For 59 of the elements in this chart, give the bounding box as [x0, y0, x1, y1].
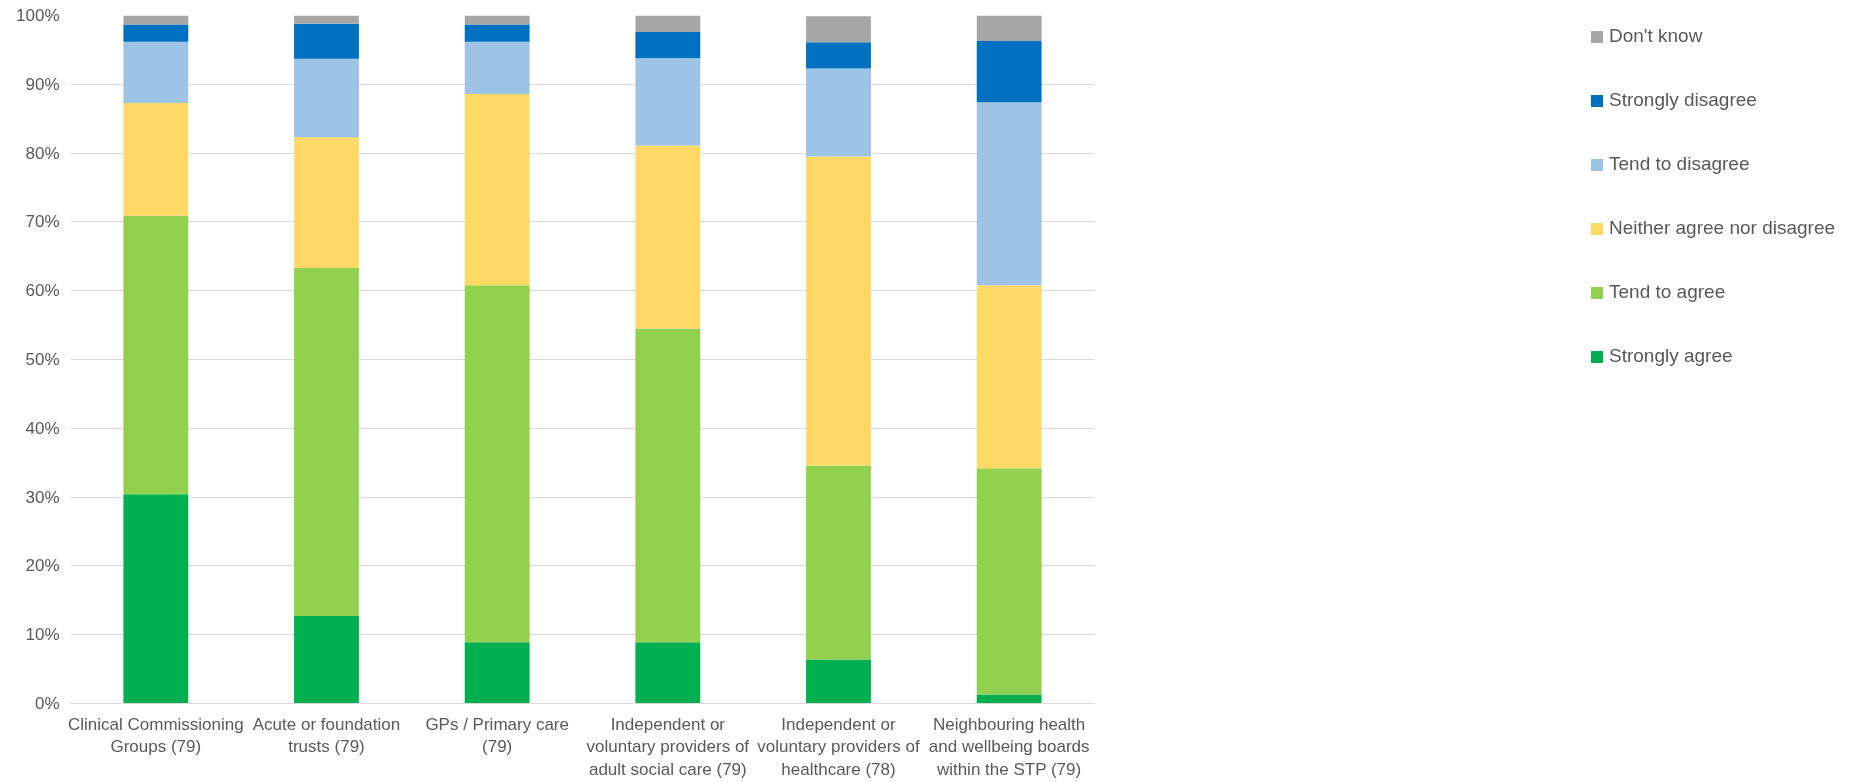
bar	[123, 215, 189, 495]
x-tick-label: Neighbouring health and wellbeing boards within the STP (79)	[928, 714, 1090, 780]
y-tick-label: 40%	[25, 418, 60, 438]
bar	[123, 102, 189, 216]
legend-label: Don't know	[1609, 25, 1704, 47]
y-tick-label: 90%	[25, 74, 60, 94]
bar	[976, 285, 1042, 469]
bar	[635, 58, 701, 146]
legend-label: Tend to agree	[1609, 281, 1727, 303]
bar	[294, 23, 359, 59]
bar	[464, 93, 530, 286]
bar	[635, 15, 701, 33]
bar	[123, 15, 189, 25]
bar	[123, 494, 189, 704]
y-tick-label: 10%	[25, 625, 60, 645]
y-tick-label: 60%	[25, 281, 60, 301]
legend-label: Tend to disagree	[1609, 153, 1751, 175]
bar	[464, 15, 530, 25]
bar	[294, 268, 359, 617]
bar	[294, 616, 359, 704]
bar	[635, 328, 701, 643]
y-tick-label: 70%	[25, 212, 60, 232]
y-tick-label: 0%	[34, 694, 60, 713]
bar	[464, 642, 530, 704]
bar	[464, 285, 530, 643]
bar	[806, 156, 871, 466]
bar	[806, 465, 871, 660]
bar	[635, 145, 701, 329]
y-tick-label: 20%	[25, 556, 60, 576]
bar	[976, 102, 1042, 286]
bar	[806, 659, 871, 704]
bar	[294, 137, 359, 268]
bar	[806, 68, 871, 157]
x-tick-label: GPs / Primary care (79)	[425, 714, 569, 757]
bar	[464, 24, 530, 42]
y-tick-label: 80%	[25, 143, 60, 163]
bar	[976, 468, 1042, 695]
x-tick-label: Acute or foundation trusts (79)	[252, 714, 401, 757]
legend-label: Neither agree nor disagree	[1609, 217, 1837, 239]
bar	[123, 24, 189, 42]
bar	[294, 58, 359, 138]
y-tick-label: 50%	[25, 350, 60, 369]
x-tick-label: Clinical Commissioning Groups (79)	[67, 714, 244, 757]
bar	[635, 32, 701, 59]
bar	[976, 694, 1042, 704]
bar	[123, 41, 189, 103]
x-tick-label: Independent or voluntary providers of adult social care (79)	[586, 714, 750, 780]
bar	[976, 15, 1042, 41]
x-tick-label: Independent or voluntary providers of healthcare (78)	[757, 714, 921, 780]
bar	[294, 15, 359, 24]
legend-label: Strongly agree	[1609, 345, 1734, 367]
legend-label: Strongly disagree	[1609, 89, 1758, 111]
bar	[635, 642, 701, 704]
bar	[806, 16, 871, 43]
y-tick-label: 30%	[25, 487, 60, 507]
bar	[976, 40, 1042, 103]
bar	[464, 41, 530, 94]
bar	[806, 42, 871, 69]
y-tick-label: 100%	[16, 6, 60, 25]
